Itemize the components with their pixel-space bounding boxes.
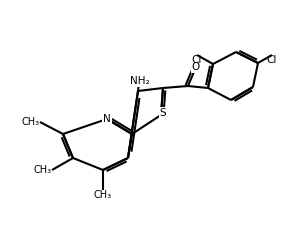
Text: CH₃: CH₃	[34, 165, 52, 175]
Text: Cl: Cl	[267, 55, 277, 65]
Text: CH₃: CH₃	[22, 117, 40, 127]
Text: Cl: Cl	[192, 55, 202, 65]
Text: CH₃: CH₃	[94, 190, 112, 200]
Text: N: N	[103, 114, 111, 124]
Text: S: S	[160, 108, 166, 118]
Text: O: O	[192, 62, 200, 72]
Text: NH₂: NH₂	[130, 76, 150, 86]
